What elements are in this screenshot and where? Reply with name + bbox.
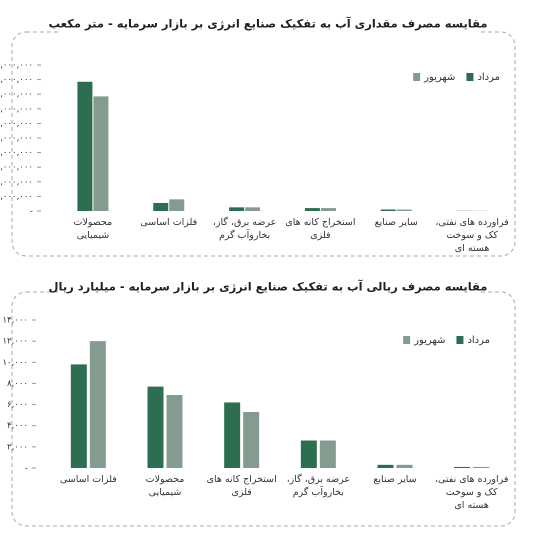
- x-tick-label: فلزات اساسی: [140, 217, 198, 228]
- y-tick-label: -: [30, 207, 33, 217]
- x-tick-label: محصولات شیمیایی: [73, 217, 113, 241]
- x-tick-label: سایر صنایع: [374, 217, 418, 228]
- bar: [229, 207, 245, 211]
- bar: [304, 208, 320, 211]
- bar: [224, 402, 241, 468]
- x-tick-label: استخراج کانه های فلزی: [285, 217, 356, 241]
- legend-swatch: [413, 73, 421, 81]
- y-tick-label: ۱۰,۰۰۰: [2, 358, 28, 368]
- y-tick-label: ۱۲۰,۰۰۰,۰۰۰: [0, 119, 33, 129]
- bar: [396, 464, 413, 468]
- y-tick-label: ۲,۰۰۰: [7, 442, 28, 452]
- bar: [319, 440, 336, 468]
- legend-swatch: [466, 73, 474, 81]
- y-tick-label: ۶,۰۰۰: [7, 400, 28, 410]
- title-bg: [60, 276, 480, 298]
- y-tick-label: ۲۰۰,۰۰۰,۰۰۰: [0, 61, 33, 71]
- x-tick-label: محصولات شیمیایی: [145, 474, 185, 498]
- title-bg: [60, 14, 480, 36]
- y-tick-label: ۱۶۰,۰۰۰,۰۰۰: [0, 90, 33, 100]
- chart-title: مقایسه مصرف ریالی آب به تفکیک صنایع انرژ…: [49, 280, 488, 294]
- x-tick-label: عرضه برق، گاز، بخاروآب گرم: [212, 217, 277, 241]
- y-tick-label: ۴۰,۰۰۰,۰۰۰: [0, 177, 33, 187]
- x-tick-label: فراورده های نفتی، کک و سوخت هسته ای: [435, 217, 509, 254]
- legend-swatch: [403, 336, 411, 344]
- bar: [320, 208, 336, 211]
- bar: [153, 202, 169, 211]
- bar: [454, 466, 471, 468]
- legend-label: مرداد: [477, 72, 500, 83]
- y-tick-label: ۱۴۰,۰۰۰,۰۰۰: [0, 104, 33, 114]
- bar: [245, 207, 261, 211]
- x-tick-label: فراورده های نفتی، کک و سوخت هسته ای: [434, 474, 509, 511]
- y-tick-label: ۲۰,۰۰۰,۰۰۰: [0, 192, 33, 202]
- bar: [300, 440, 317, 468]
- y-tick-label: ۶۰,۰۰۰,۰۰۰: [0, 163, 33, 173]
- panel-frame: [11, 291, 516, 527]
- y-tick-label: ۸۰,۰۰۰,۰۰۰: [0, 148, 33, 158]
- bar: [70, 364, 87, 468]
- y-tick-label: ۱۸۰,۰۰۰,۰۰۰: [0, 75, 33, 85]
- y-tick-label: ۸,۰۰۰: [7, 379, 28, 389]
- y-tick-label: ۱۲,۰۰۰: [2, 337, 28, 347]
- bar: [243, 411, 260, 468]
- legend-label: شهریور: [423, 72, 455, 83]
- x-tick-label: استخراج کانه های فلزی: [206, 474, 277, 498]
- y-tick-label: ۱۰۰,۰۰۰,۰۰۰: [0, 134, 33, 144]
- bar: [377, 464, 394, 468]
- legend-label: شهریور: [413, 335, 445, 346]
- x-tick-label: عرضه برق، گاز، بخاروآب گرم: [286, 474, 351, 498]
- legend-label: مرداد: [467, 335, 490, 346]
- chart-title: مقایسه مصرف مقداری آب به تفکیک صنایع انر…: [49, 17, 488, 31]
- bar: [473, 466, 490, 468]
- bar: [93, 96, 109, 211]
- bar: [380, 209, 396, 211]
- bar: [169, 199, 185, 211]
- bar: [77, 81, 93, 211]
- y-tick-label: ۱۴,۰۰۰: [2, 316, 28, 326]
- legend-swatch: [456, 336, 464, 344]
- y-tick-label: ۴,۰۰۰: [7, 421, 28, 431]
- bar: [396, 209, 412, 211]
- y-tick-label: -: [25, 464, 28, 474]
- bar: [147, 386, 164, 468]
- bar: [166, 395, 183, 468]
- x-tick-label: فلزات اساسی: [59, 474, 117, 485]
- panel-frame: [11, 31, 516, 257]
- x-tick-label: سایر صنایع: [373, 474, 417, 485]
- bar: [89, 341, 106, 468]
